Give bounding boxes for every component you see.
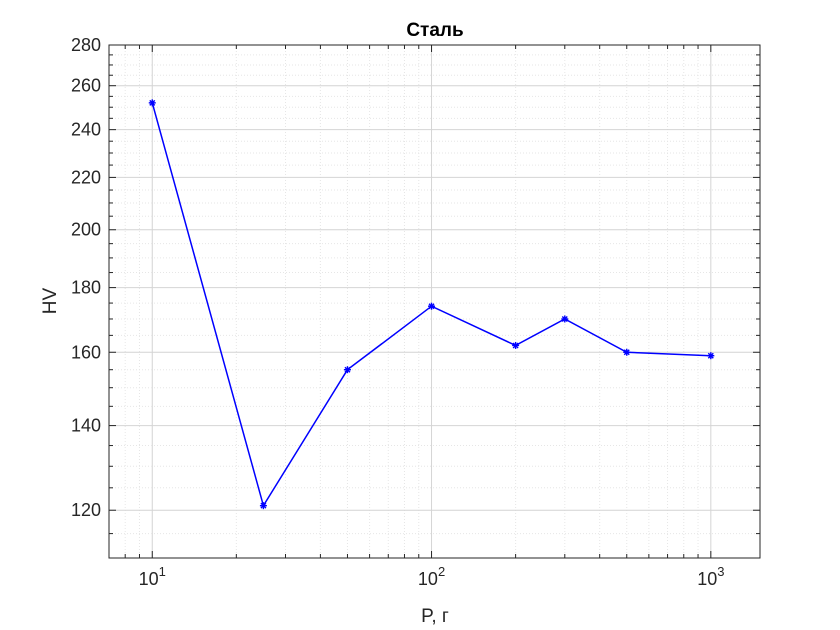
- marker-stroke: [512, 342, 519, 349]
- axes-box: [108, 44, 761, 559]
- data-point: [512, 341, 520, 349]
- y-tick-label: 160: [71, 342, 101, 362]
- marker-stroke: [623, 349, 630, 356]
- data-point: [623, 348, 631, 356]
- data-point: [259, 502, 267, 510]
- x-tick-label: 103: [697, 564, 724, 589]
- x-axis-label: P, г: [421, 606, 449, 627]
- series-line: [151, 102, 711, 508]
- x-tick-label-exponent: 1: [159, 564, 166, 579]
- x-tick-label-exponent: 3: [717, 564, 724, 579]
- x-tick-label-base: 10: [139, 569, 159, 589]
- x-tick-label: 101: [139, 564, 166, 589]
- data-point: [343, 366, 351, 374]
- data-point: [707, 352, 715, 360]
- y-tick-label: 260: [71, 76, 101, 96]
- marker-stroke: [149, 99, 156, 106]
- y-axis-label: HV: [40, 287, 61, 314]
- y-tick-label: 280: [71, 35, 101, 55]
- data-point: [561, 315, 569, 323]
- chart-title: Сталь: [406, 20, 463, 41]
- y-tick-label: 120: [71, 500, 101, 520]
- grid: [109, 45, 760, 558]
- x-tick-label-exponent: 2: [438, 564, 445, 579]
- series-layer: [148, 99, 715, 510]
- marker-stroke: [561, 315, 568, 322]
- y-tick-label: 200: [71, 220, 101, 240]
- x-tick-label-base: 10: [697, 569, 717, 589]
- x-tick-label: 102: [418, 564, 445, 589]
- y-tick-label: 140: [71, 416, 101, 436]
- data-point: [428, 302, 436, 310]
- y-tick-label: 220: [71, 167, 101, 187]
- marker-stroke: [260, 502, 267, 509]
- y-tick-label: 240: [71, 120, 101, 140]
- marker-stroke: [428, 303, 435, 310]
- marker-stroke: [707, 352, 714, 359]
- y-tick-label: 180: [71, 278, 101, 298]
- marker-stroke: [344, 366, 351, 373]
- data-point: [148, 99, 156, 107]
- x-tick-label-base: 10: [418, 569, 438, 589]
